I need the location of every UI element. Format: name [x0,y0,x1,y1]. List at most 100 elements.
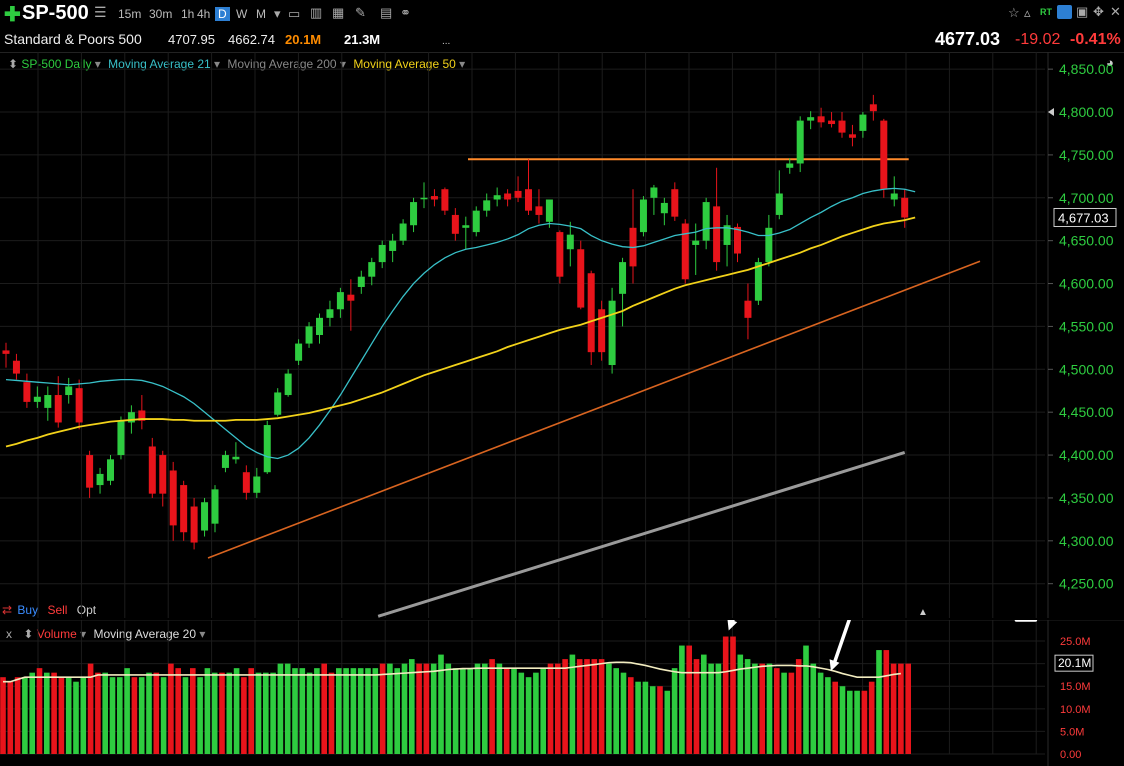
volume-bar [467,668,473,754]
candle-body [107,459,114,481]
candle-body [859,114,867,131]
pencil-icon[interactable]: ✎ [355,5,366,20]
volume-bar [197,677,203,754]
legend-main-series[interactable]: SP-500 Daily [21,57,92,71]
pane-close-x[interactable]: x [6,627,12,641]
move-icon[interactable]: ✥ [1093,4,1104,19]
volume-bar [124,668,130,754]
legend-volume[interactable]: Volume [36,627,77,641]
annotation-arrow-head [829,659,840,672]
legend-handle-icon[interactable]: ⬍ [23,627,34,641]
alert-icon[interactable]: ▵ [1024,5,1031,20]
candle-body [274,392,282,415]
tf-15m[interactable]: 15m [118,7,142,21]
volume-bar [51,672,57,754]
candle-body [451,214,459,234]
volume-bar [737,654,744,754]
scroll-up-icon[interactable]: ▲ [918,607,928,618]
volume-bar [584,659,590,754]
volume-bar [211,672,218,754]
volume-bar [803,645,809,754]
tf-30m[interactable]: 30m [149,7,173,21]
candle-body [786,163,794,168]
volume-bar [7,681,14,754]
candle-body [744,300,752,318]
volume-bar [898,663,904,754]
trade-icon[interactable]: ⇄ [2,603,13,617]
palette-icon[interactable]: ◕ [1106,55,1114,70]
dropdown-icon[interactable]: ▾ [94,57,101,71]
candle-body [775,193,783,215]
candle-body [389,240,397,251]
chart-type-icon[interactable]: ▭ [288,6,301,21]
add-study-icon[interactable]: ▦ [332,5,345,20]
dropdown-icon[interactable]: ▾ [339,57,346,71]
volume-bar [649,686,656,754]
candle-body [765,227,773,263]
volume-bar [730,636,736,754]
ma200-line [377,451,906,618]
sell-button[interactable]: Sell [47,603,68,617]
volume-bar [321,663,327,754]
indicators-icon[interactable]: ▥ [310,5,323,20]
volume-bar [744,659,751,754]
legend-ma50[interactable]: Moving Average 50 [353,57,456,71]
list-icon[interactable]: ☰ [94,4,107,20]
volume-bar [759,663,765,754]
volume-bar [628,677,634,754]
volume-bar [722,636,729,754]
template-icon[interactable]: ▤ [380,5,393,20]
volume-bar [58,677,65,754]
tf-1h[interactable]: 1h [181,7,195,21]
volume-bar [190,668,196,754]
volume-bar [569,654,576,754]
candle-body [316,317,323,335]
candle-body [305,326,313,344]
candle-body [169,470,177,526]
candle-body [2,350,10,354]
trendline [207,260,981,559]
candle-body [96,473,104,486]
y-tick-label: 4,300.00 [1059,533,1114,549]
star-icon[interactable]: ☆ [1008,5,1020,20]
dropdown-icon[interactable]: ▾ [214,57,221,71]
volume-bar [518,672,525,754]
tf-d[interactable]: D [215,7,230,21]
volume-bar [445,663,452,754]
tf-m[interactable]: M [256,7,266,21]
candle-body [639,199,647,233]
volume-bar [343,668,349,754]
tf-4h[interactable]: 4h [197,7,211,21]
candle-body [441,189,449,211]
stocktwits-icon[interactable] [1057,5,1072,19]
candle-body [472,210,480,233]
candle-body [525,189,532,211]
legend-handle-icon[interactable]: ⬍ [8,57,19,71]
volume-bar [387,663,393,754]
timeframe-dropdown-icon[interactable]: ▾ [274,6,281,21]
dropdown-icon[interactable]: ▾ [199,627,206,641]
dropdown-icon[interactable]: ▾ [80,627,87,641]
y-tick-label: 4,750.00 [1059,147,1114,163]
y-tick-label: 4,600.00 [1059,276,1114,292]
candle-body [901,197,909,218]
save-icon[interactable]: ▣ [1076,4,1089,19]
volume-bar [525,677,532,754]
buy-button[interactable]: Buy [17,603,39,617]
volume-bar [606,663,612,754]
rt-badge: RT [1040,7,1052,17]
symbol-name[interactable]: SP-500 [22,2,89,24]
more-dots[interactable]: ... [442,36,451,47]
candle-body [420,197,428,200]
add-symbol-icon[interactable]: ✚ [4,4,21,26]
tf-w[interactable]: W [236,7,248,21]
legend-vol-ma[interactable]: Moving Average 20 [93,627,197,641]
close-icon[interactable]: ✕ [1110,4,1121,19]
candle-body [869,104,877,112]
legend-ma21[interactable]: Moving Average 21 [108,57,211,71]
share-icon[interactable]: ⚭ [400,5,411,20]
dropdown-icon[interactable]: ▾ [459,57,466,71]
candle-body [587,273,595,353]
price-chart[interactable]: 4,850.00 4,800.00 4,750.00 4,700.00 4,650.00… [0,52,1124,618]
